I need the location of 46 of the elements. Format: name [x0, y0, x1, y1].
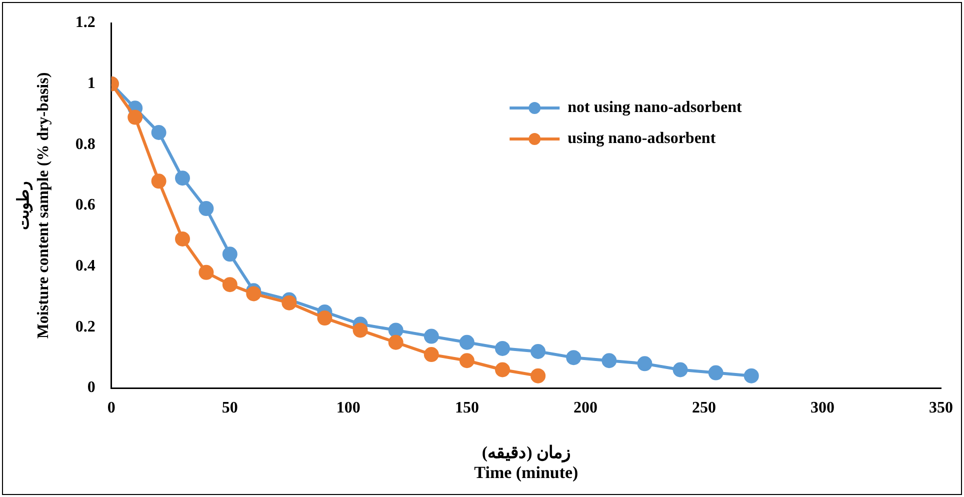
point: [222, 246, 238, 262]
point: [637, 356, 652, 372]
point: [459, 334, 474, 350]
point: [128, 110, 143, 125]
x-tick-label: 50: [222, 400, 238, 417]
point: [388, 334, 404, 350]
x-tick-label: 150: [454, 400, 479, 417]
point: [175, 170, 190, 186]
point: [744, 368, 759, 384]
point: [151, 125, 166, 140]
x-tick-label: 300: [810, 400, 834, 417]
x-tick-label: 200: [573, 400, 598, 417]
point: [151, 174, 166, 189]
point: [708, 365, 724, 380]
legend-label: using nano-adsorbent: [568, 130, 716, 148]
point: [459, 353, 474, 368]
point: [494, 362, 510, 378]
point: [530, 368, 546, 384]
point: [494, 340, 510, 356]
point: [388, 322, 404, 338]
x-tick-label: 100: [336, 400, 360, 417]
point: [317, 310, 332, 326]
point: [424, 347, 439, 362]
point: [352, 322, 368, 338]
point: [222, 277, 238, 292]
y-tick-label: 1: [87, 74, 96, 92]
point: [602, 353, 617, 368]
point: [424, 328, 439, 344]
point: [530, 344, 546, 359]
y-tick-label: 0.4: [75, 257, 96, 274]
point: [672, 362, 688, 378]
y-tick-label: 1.2: [75, 14, 96, 32]
legend-label: not using nano-adsorbent: [568, 99, 743, 116]
y-tick-label: 0: [87, 379, 96, 396]
x-tick-label: 0: [107, 400, 116, 417]
x-tick-label: 350: [929, 400, 953, 417]
point: [246, 286, 262, 302]
x-tick-label: 250: [692, 400, 716, 417]
point: [282, 295, 297, 310]
point: [566, 350, 582, 366]
point: [175, 231, 190, 246]
point: [198, 264, 214, 280]
y-tick-label: 0.8: [75, 136, 96, 153]
point: [198, 201, 214, 216]
y-tick-label: 0.2: [75, 318, 96, 336]
y-tick-label: 0.6: [75, 196, 96, 214]
